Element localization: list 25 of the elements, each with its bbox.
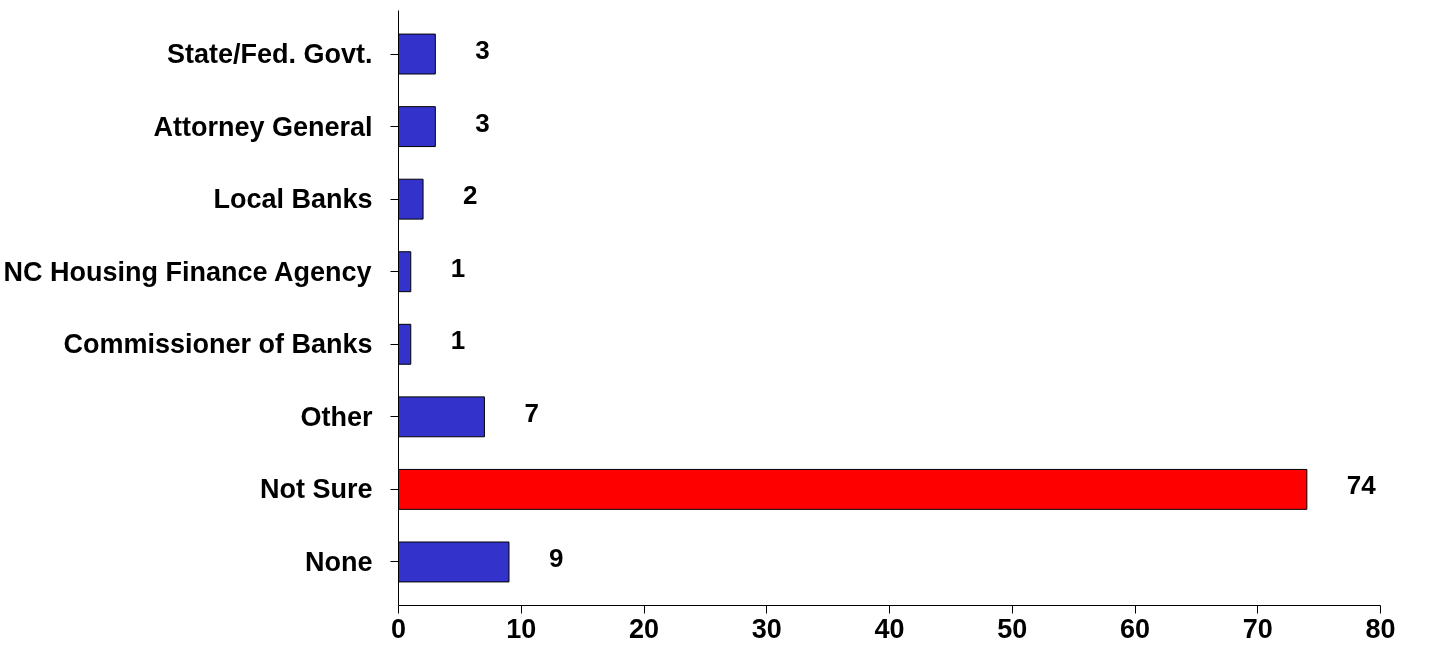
data-label: 1 xyxy=(450,252,466,283)
y-tick-label: Attorney General xyxy=(153,111,373,142)
x-tick-label: 80 xyxy=(1365,613,1396,644)
data-label: 2 xyxy=(463,180,478,211)
data-label: 1 xyxy=(450,325,466,356)
x-tick-label: 0 xyxy=(390,613,407,644)
data-label: 3 xyxy=(475,107,490,138)
y-tick-label: Not Sure xyxy=(259,474,373,505)
x-tick-label: 60 xyxy=(1119,613,1151,644)
y-tick-label: State/Fed. Govt. xyxy=(166,39,373,70)
data-label: 74 xyxy=(1346,470,1377,501)
data-label: 7 xyxy=(524,397,539,428)
y-tick-label: None xyxy=(305,546,373,577)
x-tick-label: 30 xyxy=(751,613,782,644)
data-label: 3 xyxy=(475,35,490,66)
y-tick-label: NC Housing Finance Agency xyxy=(3,256,372,287)
y-tick-label: Other xyxy=(300,401,373,432)
y-tick-label: Commissioner of Banks xyxy=(63,329,373,360)
x-tick-label: 50 xyxy=(997,613,1028,644)
y-tick-label: Local Banks xyxy=(213,184,373,215)
x-tick-label: 40 xyxy=(874,613,905,644)
data-label: 9 xyxy=(548,542,564,573)
x-tick-label: 20 xyxy=(628,613,660,644)
x-tick-label: 10 xyxy=(506,613,537,644)
x-tick-label: 70 xyxy=(1242,613,1273,644)
